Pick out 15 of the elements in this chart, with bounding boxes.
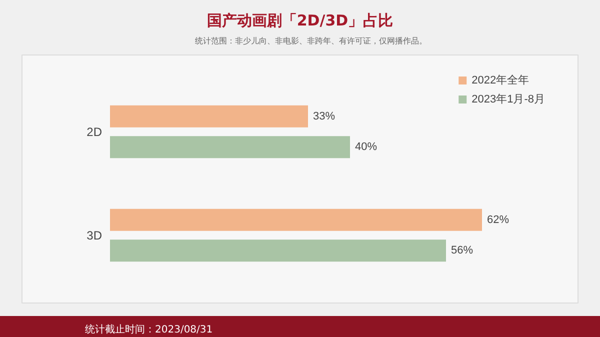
bar	[110, 240, 446, 262]
chart-title: 国产动画剧「2D/3D」占比	[206, 12, 394, 30]
data-label: 62%	[487, 214, 510, 226]
bar	[110, 208, 482, 231]
text: 统计截止时间：2023/08/31	[85, 324, 213, 336]
bar	[110, 136, 350, 158]
data-label: 33%	[313, 110, 336, 122]
y-tick-label: 3D	[86, 228, 102, 242]
data-label: 56%	[451, 244, 474, 257]
chart-subtitle: 统计范围：非少儿向、非电影、非跨年、有许可证，仅网播作品。	[195, 36, 427, 46]
y-tick-label: 2D	[86, 124, 102, 139]
data-label: 40%	[355, 141, 378, 154]
bar	[110, 105, 308, 128]
legend-label: 2022年全年	[472, 74, 530, 86]
legend-label: 2023年1月-8月	[472, 94, 546, 106]
